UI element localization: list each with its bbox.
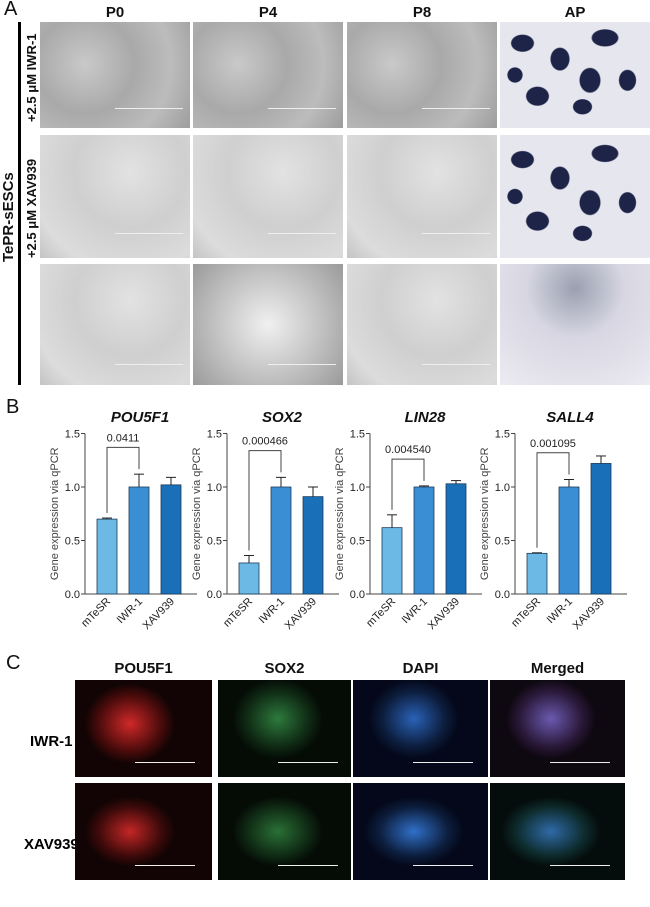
col-header-p0: P0 <box>105 4 125 21</box>
if-xav939-dapi <box>353 783 488 880</box>
significance-bracket <box>248 450 282 551</box>
micrograph-xav939-p0 <box>40 135 190 258</box>
bar-mtesr <box>381 527 403 595</box>
bar-xav939 <box>302 496 324 595</box>
chart-title: POU5F1 <box>111 409 169 426</box>
bar-charts: POU5F1 0.0 0.5 1.0 1.5 Gene expression via qP… <box>49 409 627 632</box>
chart-title: SOX2 <box>262 409 303 426</box>
p-value-label: 0.004540 <box>385 444 431 456</box>
micrograph-xav939-p8 <box>347 135 497 258</box>
micrograph-iwr1-p0 <box>40 22 190 128</box>
micrograph-iwr1-p4 <box>193 22 343 128</box>
if-iwr1-dapi <box>353 680 488 777</box>
panel-b-label: B <box>6 396 20 418</box>
y-tick-label: 0.5 <box>495 536 510 548</box>
y-tick-label: 1.5 <box>350 429 365 441</box>
bar-iwr-1 <box>270 486 292 595</box>
if-iwr1-pou5f1 <box>75 680 212 777</box>
group-label: TePR-sESCs <box>0 172 17 262</box>
col-header-p8: P8 <box>412 4 432 21</box>
y-tick-label: 0.5 <box>65 536 80 548</box>
x-tick-label: IWR-1 <box>115 596 146 627</box>
col-header-p4: P4 <box>258 4 278 21</box>
x-tick-label: IWR-1 <box>545 596 576 627</box>
chart-title: SALL4 <box>546 409 594 426</box>
if-xav939-merged <box>490 783 625 880</box>
y-axis-label: Gene expression via qPCR <box>49 447 61 580</box>
bar-mtesr <box>238 562 260 595</box>
micrograph-row3-p8 <box>347 264 497 385</box>
bar-xav939 <box>445 483 467 595</box>
if-xav939-pou5f1 <box>75 783 212 880</box>
if-iwr1-sox2 <box>218 680 351 777</box>
bar-mtesr <box>96 518 118 595</box>
ap-stain-row3 <box>500 264 650 385</box>
ap-stain-xav939 <box>500 135 650 258</box>
bar-iwr-1 <box>128 486 150 595</box>
bar-mtesr <box>526 552 548 595</box>
x-tick-label: IWR-1 <box>257 596 288 627</box>
x-tick-label: XAV939 <box>426 596 462 632</box>
y-tick-label: 1.0 <box>350 482 365 494</box>
if-xav939-sox2 <box>218 783 351 880</box>
y-tick-label: 1.5 <box>207 429 222 441</box>
y-tick-label: 0.0 <box>350 589 365 601</box>
col-header-merged: Merged <box>530 660 585 677</box>
x-tick-label: XAV939 <box>571 596 607 632</box>
x-tick-label: mTeSR <box>364 596 398 630</box>
group-bracket <box>18 22 21 385</box>
micrograph-xav939-p4 <box>193 135 343 258</box>
x-tick-label: mTeSR <box>79 596 113 630</box>
y-tick-label: 0.0 <box>65 589 80 601</box>
x-tick-label: mTeSR <box>221 596 255 630</box>
micrograph-row3-p0 <box>40 264 190 385</box>
y-tick-label: 1.5 <box>65 429 80 441</box>
x-tick-label: XAV939 <box>283 596 319 632</box>
x-tick-label: IWR-1 <box>400 596 431 627</box>
bar-iwr-1 <box>558 486 580 595</box>
significance-bracket <box>391 458 425 510</box>
significance-bracket <box>536 452 570 548</box>
col-header-sox2: SOX2 <box>264 660 305 677</box>
p-value-label: 0.001095 <box>530 438 576 450</box>
p-value-label: 0.0411 <box>107 432 140 444</box>
y-tick-label: 0.0 <box>207 589 222 601</box>
chart-title: LIN28 <box>405 409 447 426</box>
bar-xav939 <box>160 484 182 595</box>
col-header-pou5f1: POU5F1 <box>114 660 173 677</box>
x-tick-label: mTeSR <box>509 596 543 630</box>
ap-stain-iwr1 <box>500 22 650 128</box>
y-tick-label: 0.5 <box>350 536 365 548</box>
panel-c-label: C <box>6 652 21 674</box>
row-label-iwr1: +2.5 μM IWR-1 <box>24 33 39 123</box>
row-label-xav939-c: XAV939 <box>24 836 79 853</box>
col-header-ap: AP <box>564 4 586 21</box>
x-tick-label: XAV939 <box>141 596 177 632</box>
micrograph-iwr1-p8 <box>347 22 497 128</box>
if-iwr1-merged <box>490 680 625 777</box>
row-label-xav939: +2.5 μM XAV939 <box>24 158 39 258</box>
y-axis-label: Gene expression via qPCR <box>334 447 346 580</box>
bar-iwr-1 <box>413 486 435 595</box>
y-tick-label: 1.0 <box>495 482 510 494</box>
row-label-iwr1-c: IWR-1 <box>30 733 73 750</box>
y-axis-label: Gene expression via qPCR <box>191 447 203 580</box>
y-tick-label: 1.5 <box>495 429 510 441</box>
y-tick-label: 0.0 <box>495 589 510 601</box>
panel-a-label: A <box>4 0 18 20</box>
y-tick-label: 0.5 <box>207 536 222 548</box>
y-tick-label: 1.0 <box>65 482 80 494</box>
col-header-dapi: DAPI <box>402 660 439 677</box>
significance-bracket <box>106 446 140 514</box>
micrograph-row3-p4 <box>193 264 343 385</box>
y-axis-label: Gene expression via qPCR <box>479 447 491 580</box>
bar-xav939 <box>590 463 612 595</box>
y-tick-label: 1.0 <box>207 482 222 494</box>
p-value-label: 0.000466 <box>242 436 288 448</box>
